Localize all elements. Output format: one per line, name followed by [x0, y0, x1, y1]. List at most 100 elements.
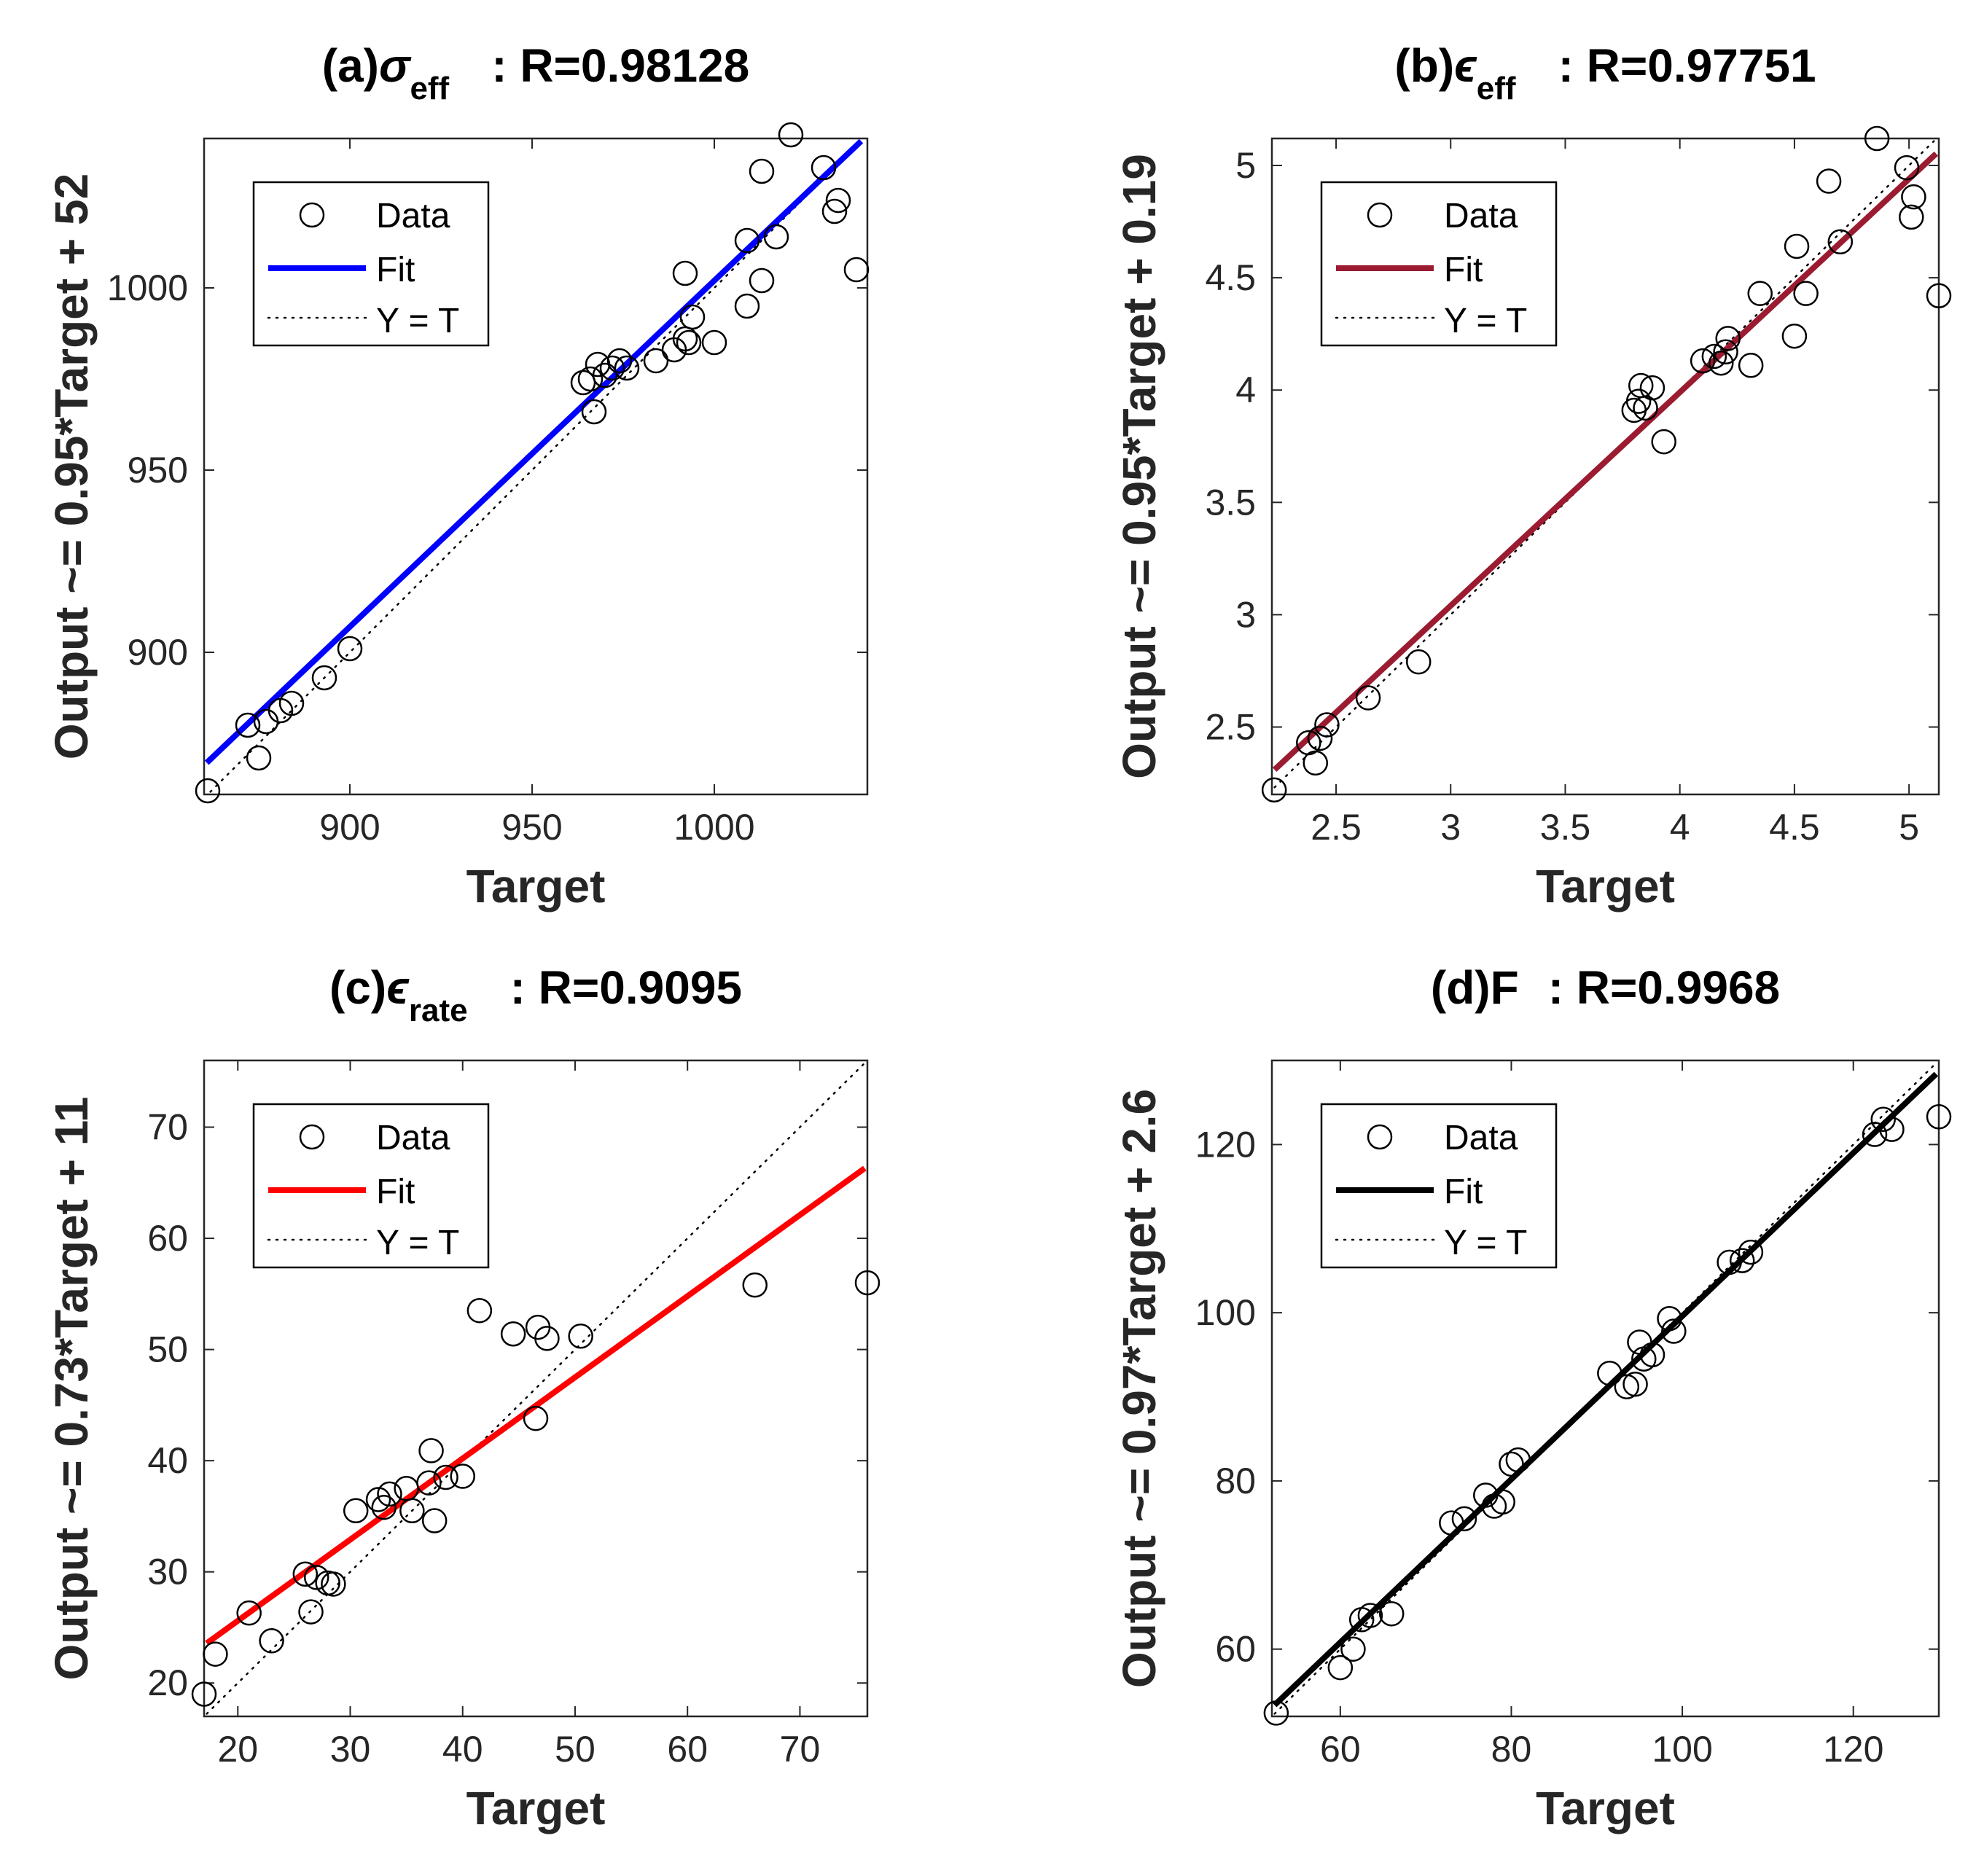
- y-tick-label: 3: [1235, 594, 1256, 635]
- legend-fit-label: Fit: [376, 1173, 415, 1211]
- legend-identity-label: Y = T: [376, 302, 459, 340]
- data-point: [466, 1297, 493, 1324]
- legend-data-marker: [1367, 1124, 1393, 1150]
- x-axis-label: Target: [466, 860, 606, 912]
- fit-line: [204, 138, 864, 765]
- x-tick-label: 3.5: [1540, 807, 1591, 848]
- data-point: [1894, 155, 1920, 181]
- data-point: [1690, 348, 1716, 374]
- identity-line: [206, 1062, 866, 1715]
- y-tick-label: 5: [1235, 145, 1256, 186]
- data-point: [1784, 233, 1810, 259]
- data-point: [1717, 1249, 1742, 1275]
- data-point: [701, 329, 727, 356]
- data-point: [1355, 685, 1381, 711]
- data-point: [365, 1487, 391, 1512]
- axes-box: [1270, 1059, 1940, 1718]
- data-point: [1597, 1360, 1622, 1386]
- axes-box: [203, 137, 869, 796]
- x-tick-label: 3: [1440, 807, 1461, 848]
- x-tick-label: 60: [667, 1729, 708, 1770]
- data-point: [577, 366, 604, 392]
- data-point: [1451, 1506, 1477, 1532]
- x-tick-label: 120: [1823, 1729, 1883, 1770]
- data-point: [418, 1438, 444, 1463]
- y-tick-label: 120: [1195, 1124, 1256, 1165]
- title-prefix: (c): [329, 961, 386, 1014]
- data-point: [1901, 184, 1926, 210]
- title-suffix: : R=0.98128: [491, 39, 749, 92]
- legend: Data Fit Y = T: [252, 1103, 490, 1269]
- y-axis-label: Output ~= 0.95*Target + 52: [45, 173, 98, 759]
- data-point: [1505, 1447, 1531, 1473]
- legend-fit-label: Fit: [1444, 1173, 1483, 1211]
- data-point: [1862, 1122, 1888, 1147]
- y-tick-label: 60: [1215, 1629, 1256, 1670]
- y-tick-label: 3.5: [1205, 482, 1256, 523]
- data-point: [1870, 1106, 1896, 1133]
- chart-title: (c)ϵrate: R=0.9095: [329, 961, 742, 1028]
- data-point: [433, 1464, 458, 1490]
- x-tick-label: 1000: [673, 807, 754, 848]
- data-point: [1738, 353, 1764, 378]
- x-tick-label: 80: [1491, 1729, 1532, 1770]
- data-point: [1793, 281, 1819, 306]
- y-axis-label: Output ~= 0.97*Target + 2.6: [1113, 1089, 1165, 1688]
- data-point: [734, 293, 760, 319]
- data-point: [246, 745, 272, 771]
- data-point: [191, 1681, 217, 1707]
- data-point: [1327, 1654, 1354, 1681]
- axes-box: [203, 1059, 869, 1718]
- legend: Data Fit Y = T: [1320, 1103, 1558, 1269]
- data-point: [337, 636, 363, 662]
- data-point: [1827, 229, 1854, 255]
- data-point: [749, 267, 775, 294]
- y-tick-label: 2.5: [1205, 707, 1256, 748]
- panel-c: 20 30 40 50 60 70 20 30 40 50 60 70 Data Fit Y = T Targ…: [45, 961, 880, 1834]
- data-point: [1701, 343, 1727, 370]
- data-point: [568, 1324, 593, 1349]
- data-point: [343, 1498, 369, 1524]
- legend-data-label: Data: [376, 197, 450, 235]
- title-suffix: : R=0.9095: [510, 961, 742, 1014]
- x-axis-label: Target: [1536, 860, 1675, 912]
- data-point: [259, 1628, 284, 1654]
- x-tick-label: 70: [780, 1729, 821, 1770]
- data-point: [614, 355, 640, 381]
- x-axis-label: Target: [1536, 1782, 1675, 1834]
- x-tick-label: 40: [442, 1729, 483, 1770]
- panel-b: 2.5 3 3.5 4 4.5 5 2.5 3 3.5 4 4.5 5 Data Fit Y = T Targ…: [1113, 39, 1952, 912]
- y-tick-label: 50: [147, 1329, 188, 1370]
- data-point: [1614, 1374, 1640, 1399]
- y-axis-label: Output ~= 0.95*Target + 0.19: [1113, 154, 1165, 779]
- y-tick-label: 1000: [107, 267, 188, 308]
- data-point: [1651, 429, 1676, 455]
- data-point: [1747, 281, 1773, 306]
- legend-box: [252, 1103, 490, 1269]
- data-point: [854, 1270, 880, 1296]
- data-point: [672, 260, 698, 286]
- x-tick-label: 4.5: [1769, 807, 1820, 848]
- data-point: [298, 1599, 324, 1625]
- data-point: [1879, 1117, 1905, 1142]
- data-point: [734, 227, 760, 254]
- data-point: [599, 355, 625, 381]
- title-subscript: rate: [409, 993, 468, 1028]
- data-point: [643, 348, 669, 374]
- legend-identity-label: Y = T: [1444, 1224, 1527, 1262]
- data-point: [1622, 1371, 1648, 1397]
- legend-identity-label: Y = T: [1444, 302, 1527, 340]
- x-tick-label: 100: [1652, 1729, 1712, 1770]
- identity-line: [1273, 140, 1935, 789]
- y-axis-label: Output ~= 0.73*Target + 11: [45, 1097, 98, 1681]
- data-point: [311, 665, 337, 691]
- data-point: [1729, 1248, 1755, 1273]
- data-point: [1639, 1342, 1665, 1368]
- data-point: [1340, 1636, 1366, 1662]
- y-tick-label: 20: [147, 1662, 188, 1703]
- y-tick-label: 900: [128, 632, 188, 673]
- data-point: [679, 304, 706, 330]
- data-point: [606, 348, 633, 374]
- x-axis-label: Target: [466, 1782, 606, 1834]
